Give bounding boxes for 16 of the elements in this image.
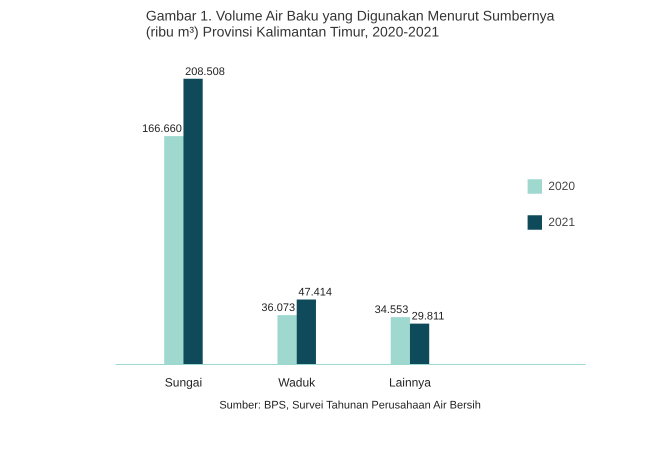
data-label: 36.073 bbox=[261, 302, 296, 314]
data-label: 208.508 bbox=[185, 66, 225, 78]
x-tick-label: Lainnya bbox=[388, 376, 432, 390]
x-tick-label: Sungai bbox=[164, 376, 202, 390]
legend-label: 2020 bbox=[548, 179, 575, 193]
text: Sumber: BPS, Survei Tahunan Perusahaan Air Bersih bbox=[219, 400, 481, 412]
data-label: 29.811 bbox=[412, 310, 444, 323]
bar bbox=[296, 300, 316, 364]
x-tick-label: Waduk bbox=[278, 376, 316, 390]
chart-title: Gambar 1. Volume Air Baku yang Digunakan Menurut Sumbernya (ribu m³) Provinsi Kalimantan Timur, 2020-2021 bbox=[146, 8, 555, 40]
legend-label: 2021 bbox=[548, 215, 575, 229]
data-label: 34.553 bbox=[374, 304, 408, 316]
bar bbox=[183, 78, 203, 364]
data-label: 166.660 bbox=[142, 123, 182, 136]
data-label: 47.414 bbox=[298, 286, 332, 299]
bar bbox=[410, 324, 430, 364]
